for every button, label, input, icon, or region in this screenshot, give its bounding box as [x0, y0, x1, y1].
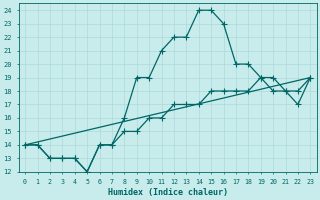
X-axis label: Humidex (Indice chaleur): Humidex (Indice chaleur) [108, 188, 228, 197]
